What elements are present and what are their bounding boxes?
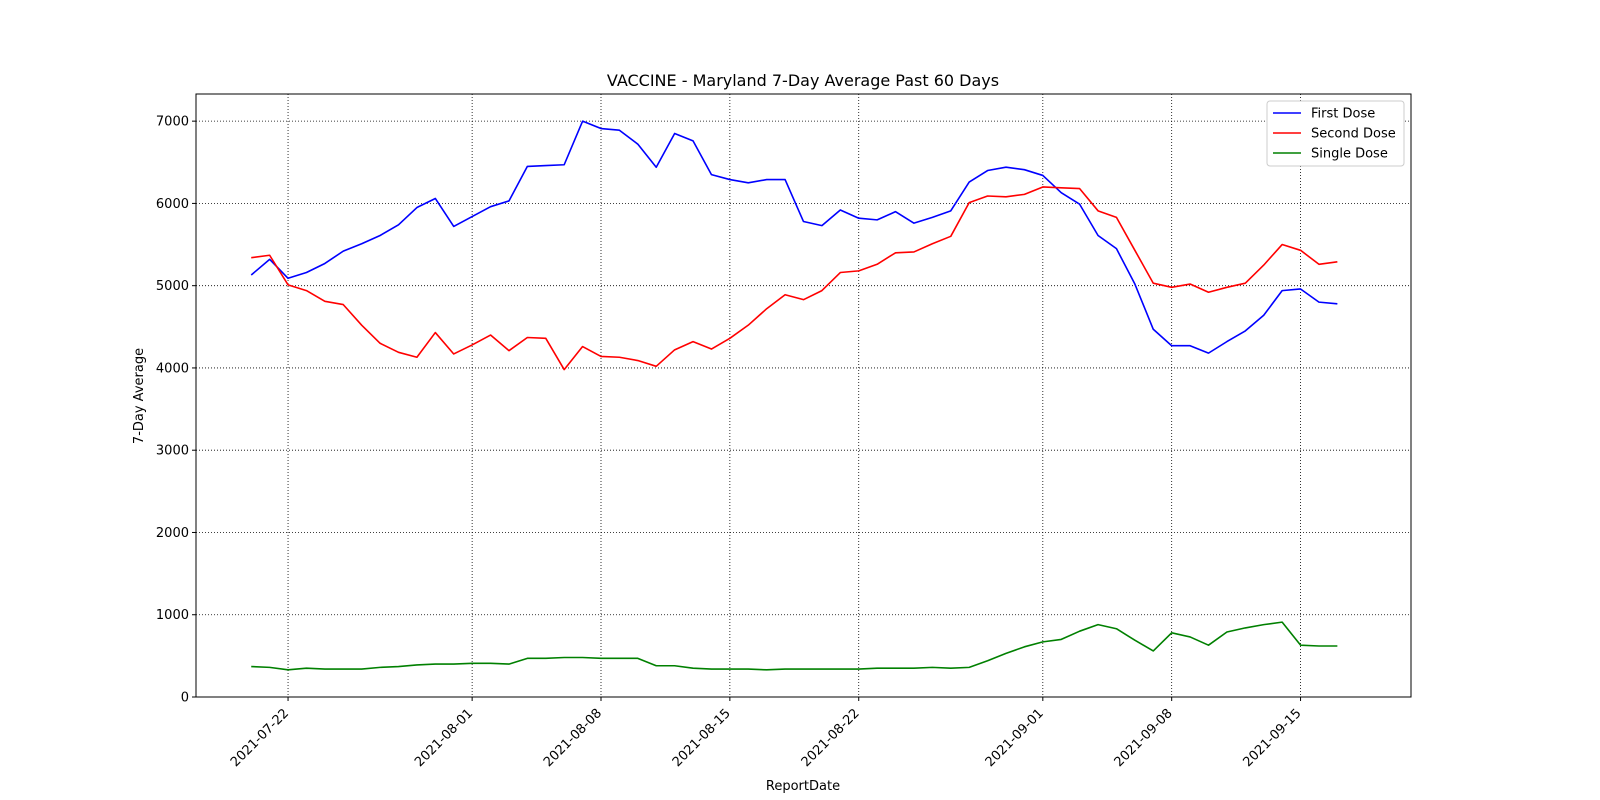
plot-frame bbox=[195, 93, 1412, 698]
y-axis-ticks: 0 1000 2000 3000 4000 5000 6000 7000 bbox=[156, 115, 196, 706]
y-tick-label: 2000 bbox=[156, 526, 189, 541]
legend-label-second-dose: Second Dose bbox=[1311, 127, 1396, 142]
x-tick-label: 2021-09-15 bbox=[1241, 706, 1305, 770]
grid-lines bbox=[196, 94, 1411, 698]
y-tick-label: 5000 bbox=[156, 279, 189, 294]
legend-label-single-dose: Single Dose bbox=[1311, 147, 1388, 162]
x-tick-label: 2021-08-22 bbox=[799, 706, 863, 770]
y-tick-label: 4000 bbox=[156, 361, 189, 376]
x-axis-label: ReportDate bbox=[766, 779, 840, 794]
y-tick-label: 6000 bbox=[156, 197, 189, 212]
legend-label-first-dose: First Dose bbox=[1311, 107, 1375, 122]
x-tick-label: 2021-08-15 bbox=[670, 706, 734, 770]
y-tick-label: 0 bbox=[181, 691, 189, 706]
x-axis-ticks: 2021-07-22 2021-08-01 2021-08-08 2021-08-15… bbox=[228, 697, 1305, 770]
series-line-first-dose bbox=[250, 120, 1338, 354]
x-tick-label: 2021-08-08 bbox=[541, 706, 605, 770]
x-tick-label: 2021-07-22 bbox=[228, 706, 292, 770]
series-line-single-dose bbox=[251, 621, 1338, 671]
y-axis-label: 7-Day Average bbox=[132, 348, 147, 444]
legend: First Dose Second Dose Single Dose bbox=[1266, 100, 1405, 167]
x-tick-label: 2021-09-08 bbox=[1112, 706, 1176, 770]
y-tick-label: 7000 bbox=[156, 115, 189, 130]
y-tick-label: 3000 bbox=[156, 444, 189, 459]
x-tick-label: 2021-09-01 bbox=[983, 706, 1047, 770]
series-lines bbox=[250, 120, 1338, 671]
x-tick-label: 2021-08-01 bbox=[412, 706, 476, 770]
legend-box bbox=[1266, 100, 1405, 167]
series-line-second-dose bbox=[251, 186, 1338, 371]
chart-title: VACCINE - Maryland 7-Day Average Past 60… bbox=[607, 71, 999, 90]
y-tick-label: 1000 bbox=[156, 608, 189, 623]
